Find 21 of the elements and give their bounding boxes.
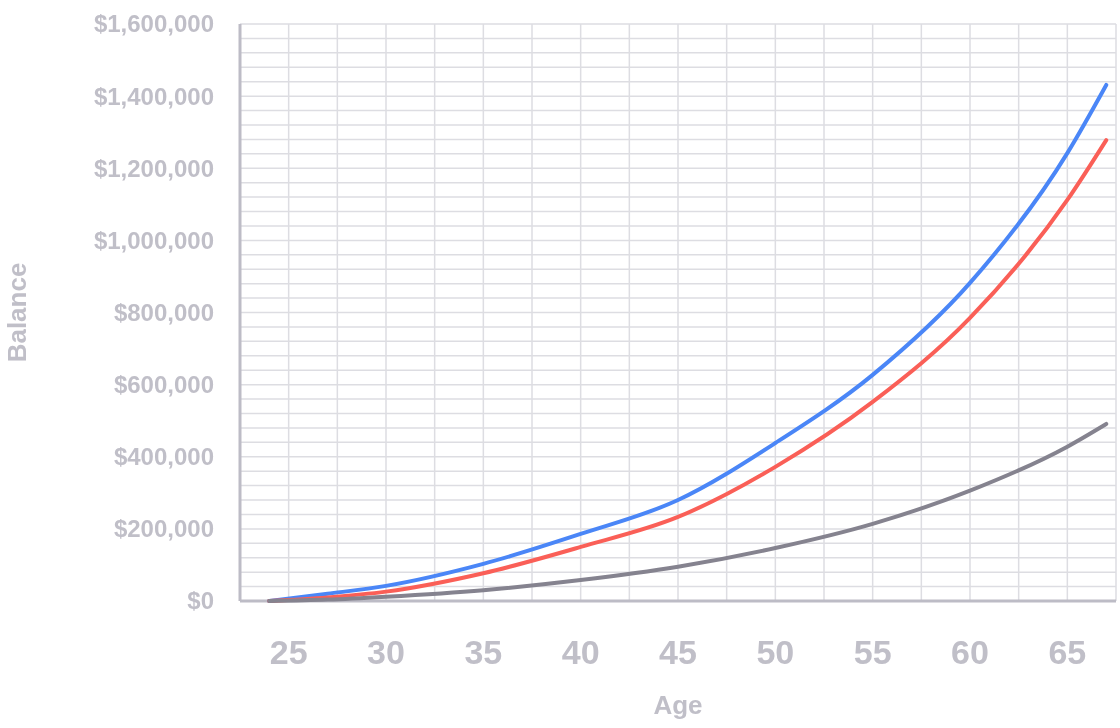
- y-tick-label: $1,400,000: [93, 82, 214, 110]
- x-tick-label: 60: [951, 633, 989, 671]
- y-tick-label: $400,000: [113, 443, 214, 471]
- x-tick-label: 45: [659, 633, 697, 671]
- x-tick-label: 55: [853, 633, 892, 671]
- line-series: [267, 421, 1109, 603]
- x-tick-label: 50: [756, 633, 795, 671]
- y-tick-label: $1,000,000: [93, 226, 214, 254]
- y-tick-label: $1,600,000: [93, 10, 214, 38]
- x-tick-label: 25: [269, 633, 308, 671]
- x-tick-label: 40: [561, 633, 600, 671]
- y-tick-label: $600,000: [113, 371, 214, 399]
- x-axis-title: Age: [653, 690, 703, 720]
- x-tick-label: 65: [1048, 633, 1087, 671]
- x-tick-label: 30: [367, 633, 405, 671]
- x-tick-label: 35: [464, 633, 503, 671]
- y-axis-title: Balance: [2, 262, 32, 363]
- y-tick-label: $800,000: [113, 298, 214, 326]
- y-tick-label: $1,200,000: [93, 154, 214, 182]
- y-tick-label: $200,000: [113, 515, 214, 543]
- y-tick-label: $0: [187, 587, 214, 615]
